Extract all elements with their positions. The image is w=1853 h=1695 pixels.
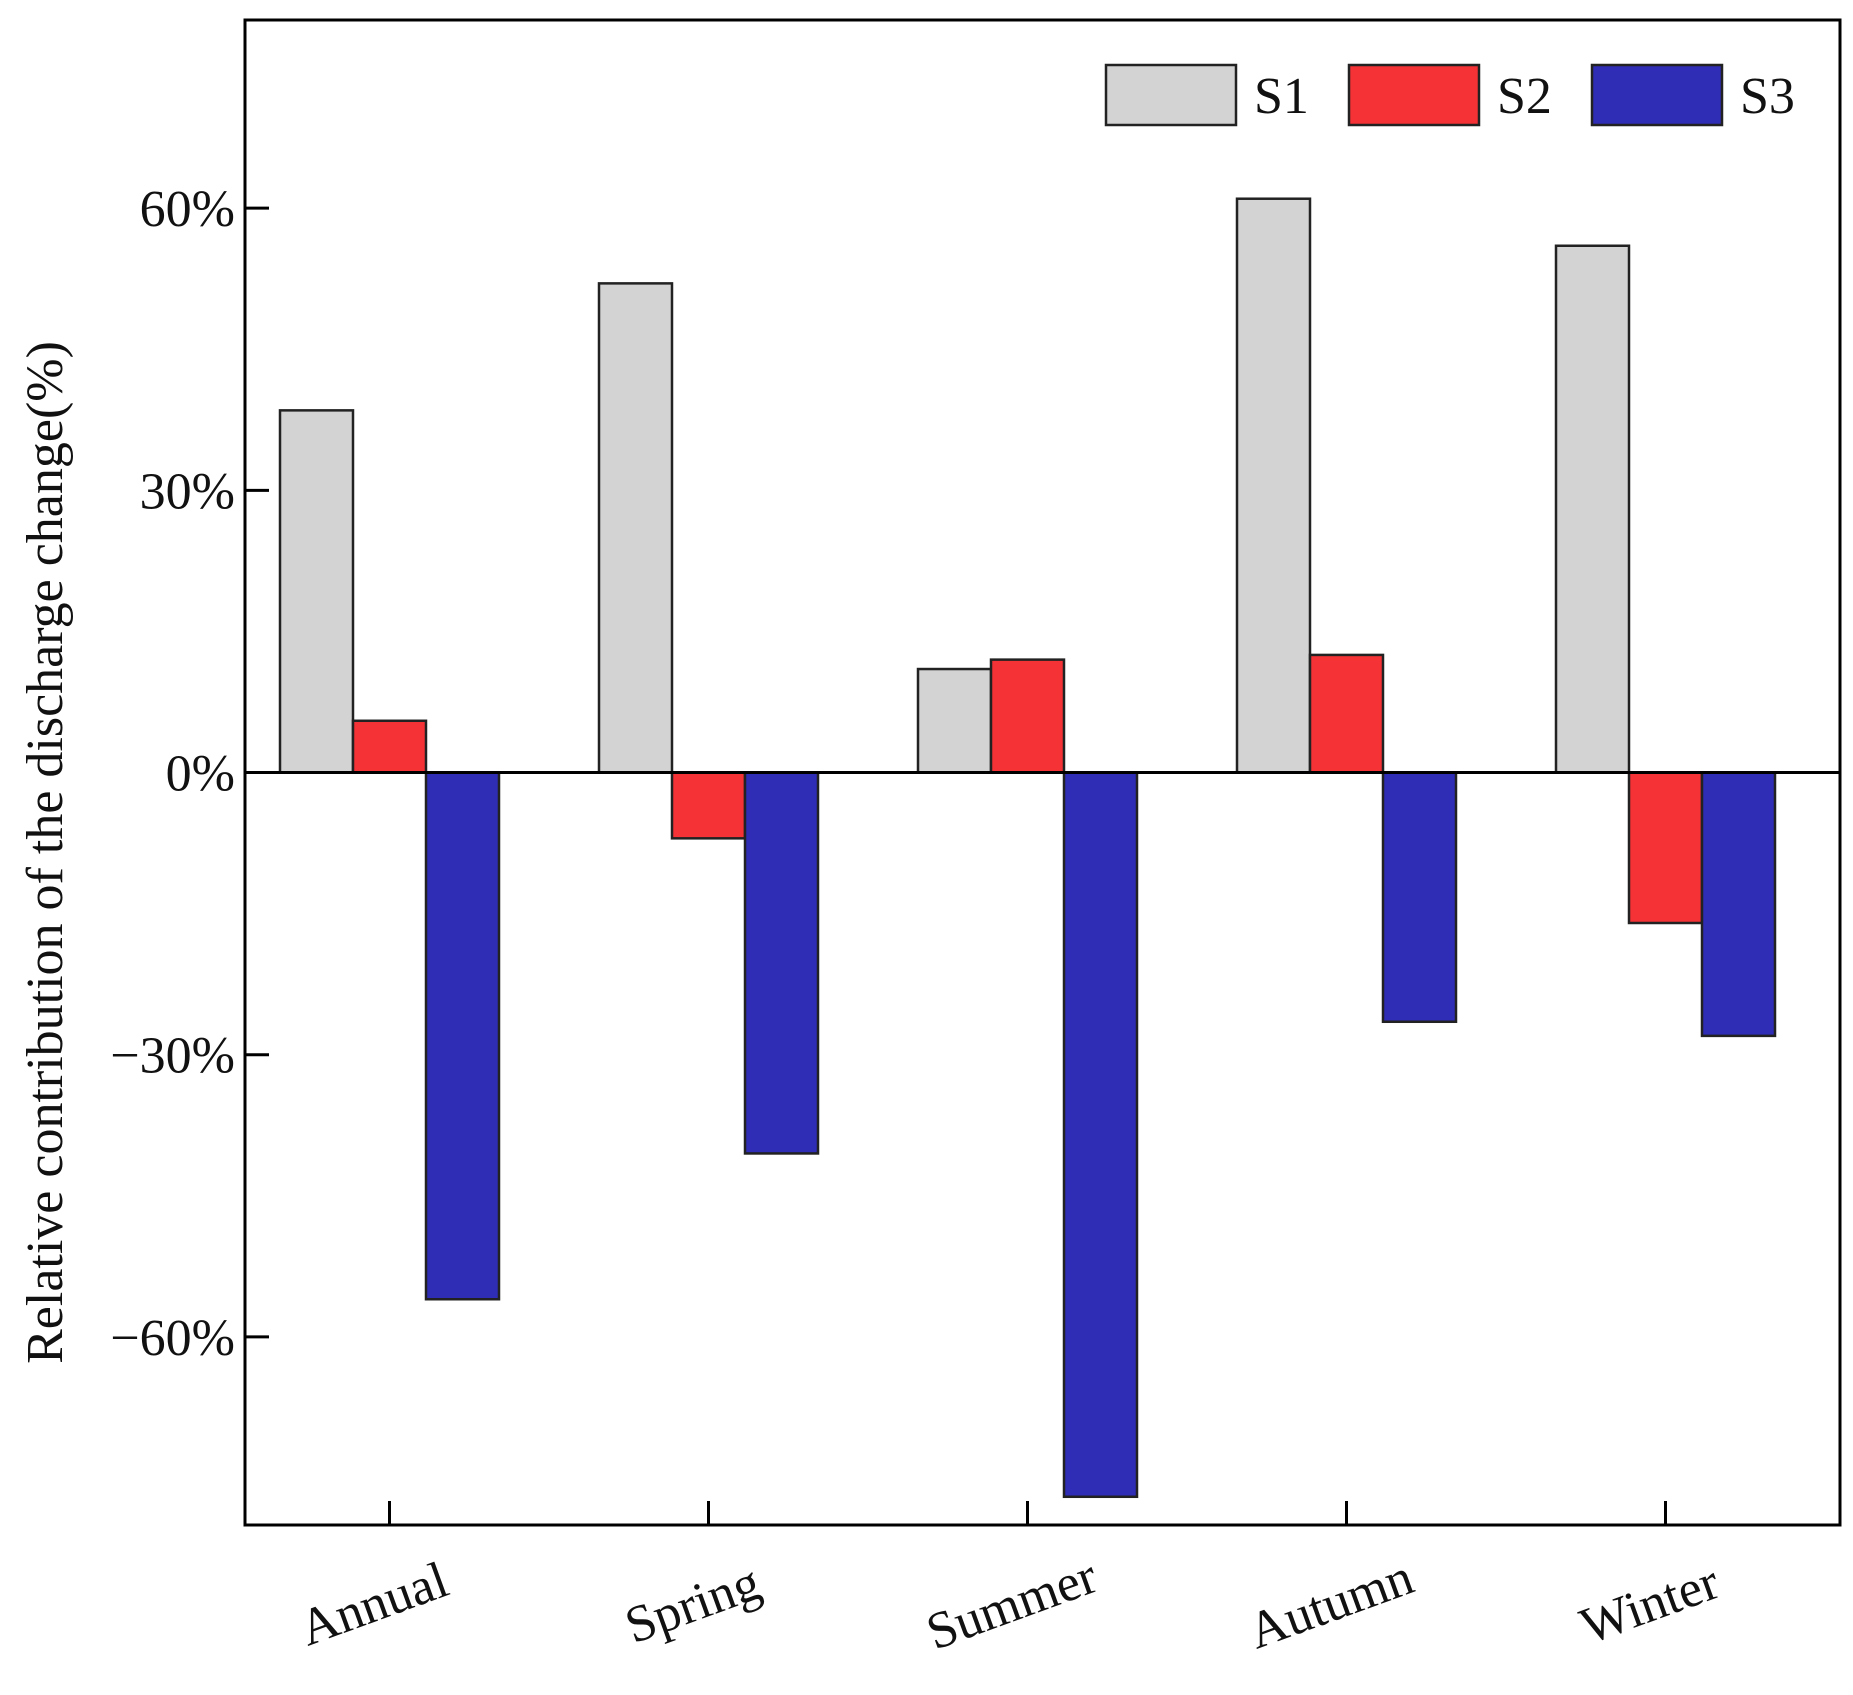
legend-swatch-s2 [1347, 63, 1481, 127]
y-axis-ticks: −60% −30% 0% 30% 60% [110, 181, 269, 1367]
bar-s2-summer [989, 658, 1066, 774]
legend: S1 S2 S3 [1104, 63, 1795, 127]
bar-s1-summer [916, 667, 993, 774]
plot-frame [243, 18, 1842, 1527]
legend-label-s1: S1 [1254, 68, 1309, 125]
bar-s3-summer [1062, 771, 1139, 1499]
bar-s3-spring [743, 771, 820, 1155]
bar-s1-annual [278, 409, 355, 774]
x-tick-label-spring: Spring [618, 1554, 768, 1655]
legend-swatch-s3 [1590, 63, 1724, 127]
bar-s1-winter [1554, 244, 1631, 774]
bar-s2-spring [670, 771, 747, 840]
bar-s1-autumn [1235, 197, 1312, 774]
legend-swatch-s1 [1104, 63, 1238, 127]
x-tick-label-annual: Annual [292, 1552, 455, 1658]
bar-s3-winter [1700, 771, 1777, 1038]
x-tick-label-summer: Summer [919, 1548, 1104, 1662]
y-tick-label: 0% [166, 746, 235, 803]
bar-s1-spring [597, 282, 674, 774]
bar-s2-winter [1627, 771, 1704, 925]
y-tick-label: 60% [140, 181, 235, 238]
bar-s3-autumn [1381, 771, 1458, 1024]
y-axis-title: Relative contribution of the discharge c… [17, 341, 74, 1364]
bar-s3-annual [424, 771, 501, 1301]
y-tick-label: 30% [140, 463, 235, 520]
y-tick-label: −30% [110, 1028, 235, 1085]
legend-label-s2: S2 [1497, 68, 1552, 125]
x-tick-label-winter: Winter [1573, 1553, 1726, 1655]
bar-s2-annual [351, 719, 428, 774]
legend-label-s3: S3 [1740, 68, 1795, 125]
bar-s2-autumn [1308, 653, 1385, 774]
bars-group [278, 197, 1777, 1499]
x-tick-label-autumn: Autumn [1241, 1549, 1421, 1661]
y-tick-label: −60% [110, 1310, 235, 1367]
